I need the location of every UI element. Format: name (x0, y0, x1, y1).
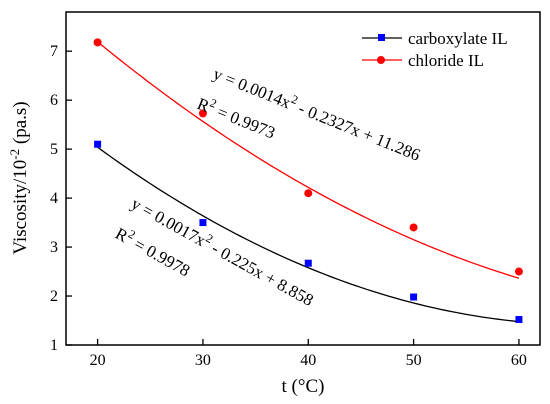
legend: carboxylate IL chloride IL (362, 29, 508, 70)
fit-curves (97, 41, 520, 323)
x-axis-title: t (°C) (282, 376, 325, 397)
data-point (199, 219, 207, 227)
x-tick-label: 30 (195, 352, 211, 369)
legend-marker-carboxylate (378, 34, 385, 41)
data-point (304, 259, 312, 267)
y-tick-label: 3 (50, 239, 58, 256)
x-tick-label: 50 (406, 352, 422, 369)
legend-marker-chloride (377, 56, 385, 64)
fit-curve-1 (97, 41, 520, 279)
legend-label-carboxylate: carboxylate IL (408, 29, 508, 48)
fit-curve-0 (97, 146, 519, 323)
data-point (93, 38, 102, 47)
y-tick-label: 6 (50, 92, 58, 109)
x-tick-label: 40 (300, 352, 316, 369)
y-tick-label: 1 (50, 337, 58, 354)
data-point (515, 316, 523, 324)
data-point (94, 140, 102, 148)
x-tick-label: 60 (511, 352, 527, 369)
x-tick-label: 20 (90, 352, 106, 369)
data-point (410, 293, 418, 301)
y-tick-label: 4 (50, 190, 58, 207)
plot-frame (65, 11, 541, 346)
y-tick-label: 2 (50, 288, 58, 305)
data-markers (93, 38, 523, 324)
data-point (198, 109, 207, 118)
y-tick-label: 7 (50, 43, 58, 60)
y-axis-ticks: 1 2 3 4 5 6 7 (50, 43, 72, 354)
x-axis-ticks: 20 30 40 50 60 (90, 339, 527, 369)
data-point (514, 267, 523, 276)
y-axis-title: Viscosity/10-2 (pa.s) (7, 101, 31, 254)
y-tick-label: 5 (50, 141, 58, 158)
data-point (409, 223, 418, 232)
data-point (304, 189, 313, 198)
legend-label-chloride: chloride IL (408, 51, 484, 70)
